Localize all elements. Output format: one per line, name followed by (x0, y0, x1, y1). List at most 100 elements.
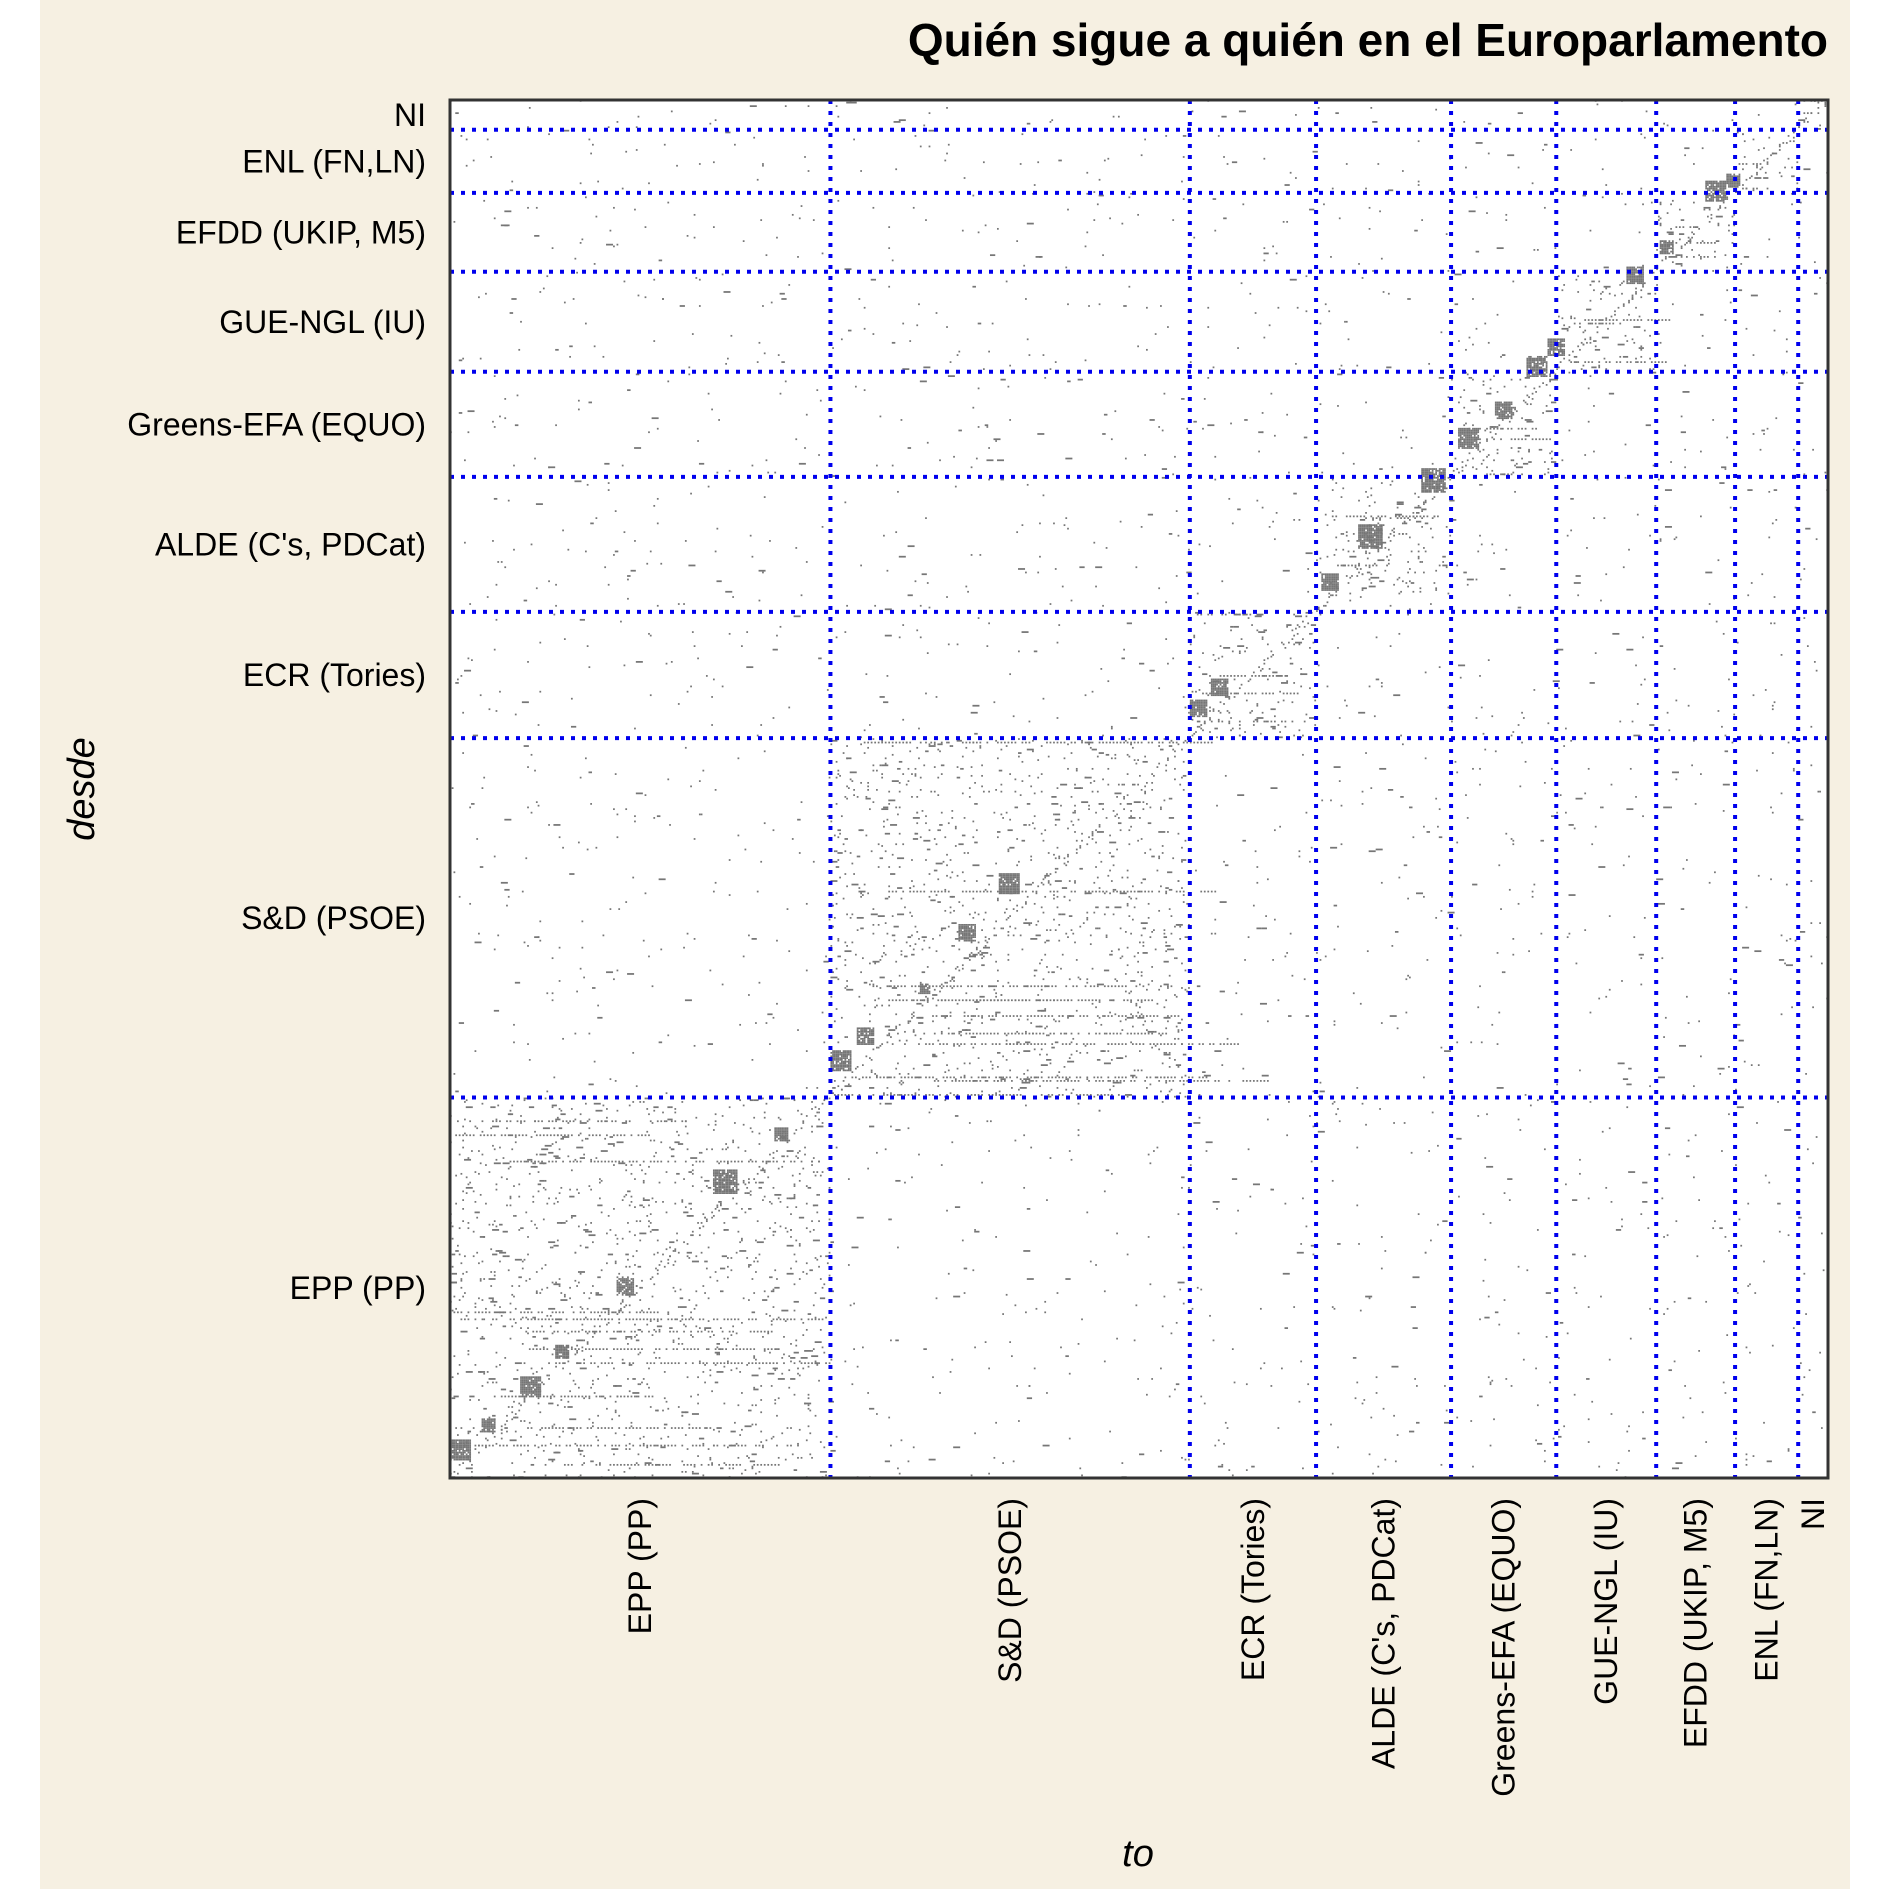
matrix-cell (1053, 890, 1055, 893)
matrix-cell (465, 1134, 468, 1137)
matrix-cell (1259, 1080, 1262, 1082)
matrix-cell (1158, 741, 1161, 744)
matrix-cell (1259, 1002, 1267, 1005)
matrix-cell (1181, 1018, 1183, 1021)
matrix-cell (844, 941, 847, 944)
matrix-cell (1188, 1043, 1190, 1045)
matrix-cell (1202, 652, 1204, 654)
matrix-cell (1112, 1081, 1120, 1084)
matrix-cell (520, 1420, 522, 1422)
matrix-cell (1663, 806, 1671, 809)
matrix-cell (455, 1134, 458, 1137)
matrix-cell (572, 1379, 575, 1382)
matrix-cell (499, 690, 501, 693)
matrix-cell (1750, 1064, 1753, 1066)
matrix-cell (516, 1160, 519, 1163)
matrix-cell (1284, 955, 1287, 958)
matrix-cell (1058, 1015, 1061, 1017)
matrix-cell (1051, 1046, 1055, 1049)
matrix-cell (863, 981, 868, 984)
matrix-cell (1626, 1430, 1629, 1433)
matrix-cell (597, 1414, 600, 1417)
matrix-cell (478, 1371, 486, 1373)
matrix-cell (670, 1148, 675, 1151)
matrix-cell (851, 1094, 854, 1096)
matrix-cell (748, 1264, 752, 1266)
matrix-cell (1035, 923, 1038, 926)
matrix-cell (1074, 890, 1076, 893)
matrix-cell (1193, 636, 1196, 639)
matrix-cell (732, 1139, 735, 1142)
matrix-cell (556, 1330, 559, 1333)
matrix-cell (555, 1444, 557, 1447)
matrix-cell (937, 999, 940, 1002)
matrix-cell (486, 1381, 489, 1384)
matrix-cell (1058, 1071, 1061, 1074)
matrix-cell (476, 1127, 479, 1130)
matrix-cell (919, 999, 922, 1002)
matrix-cell (912, 1446, 915, 1449)
matrix-cell (1105, 936, 1108, 939)
matrix-cell (1119, 892, 1127, 895)
matrix-cell (499, 1251, 507, 1254)
matrix-cell (756, 1260, 759, 1263)
matrix-cell (767, 1372, 775, 1375)
matrix-cell (890, 1094, 892, 1096)
matrix-cell (974, 1001, 980, 1003)
matrix-cell (611, 1444, 614, 1447)
matrix-cell (1182, 774, 1187, 777)
matrix-cell (809, 1230, 812, 1233)
matrix-cell (570, 1330, 573, 1333)
matrix-cell (793, 1393, 796, 1396)
matrix-cell (1074, 811, 1076, 814)
matrix-cell (972, 953, 978, 956)
matrix-cell (1098, 825, 1101, 828)
matrix-cell (867, 789, 870, 791)
matrix-cell (1333, 1020, 1336, 1023)
matrix-cell (719, 1467, 724, 1470)
matrix-cell (762, 1444, 764, 1447)
matrix-cell (570, 1169, 573, 1172)
matrix-cell (1472, 1465, 1474, 1468)
matrix-cell (618, 1162, 626, 1165)
matrix-cell (660, 1160, 663, 1163)
matrix-cell (613, 1453, 615, 1456)
matrix-cell (611, 1160, 614, 1163)
matrix-cell (523, 1470, 526, 1473)
matrix-cell (844, 964, 847, 967)
matrix-cell (1058, 855, 1061, 858)
matrix-cell (826, 689, 829, 691)
matrix-cell (758, 1470, 761, 1473)
matrix-cell (458, 1153, 461, 1156)
matrix-cell (451, 1376, 454, 1379)
matrix-cell (937, 1080, 940, 1082)
matrix-cell (1219, 901, 1227, 903)
matrix-cell (795, 1239, 798, 1242)
matrix-cell (1226, 1043, 1229, 1045)
matrix-cell (1084, 892, 1092, 895)
matrix-cell (686, 1251, 692, 1254)
matrix-cell (711, 1463, 713, 1466)
matrix-cell (1123, 648, 1125, 651)
matrix-cell (1745, 1453, 1748, 1456)
matrix-cell (1070, 1158, 1073, 1161)
matrix-cell (876, 1074, 878, 1077)
matrix-cell (819, 1297, 826, 1300)
matrix-cell (471, 1106, 473, 1109)
matrix-cell (1053, 813, 1055, 816)
matrix-cell (600, 1269, 603, 1272)
matrix-cell (1756, 769, 1758, 772)
matrix-cell (772, 1288, 775, 1291)
matrix-cell (537, 1160, 540, 1163)
matrix-cell (788, 1386, 791, 1389)
matrix-cell (653, 1311, 656, 1314)
matrix-cell (1598, 1465, 1601, 1468)
matrix-cell (818, 1160, 820, 1163)
matrix-cell (963, 1267, 968, 1270)
matrix-cell (1088, 1080, 1090, 1082)
matrix-cell (1077, 1129, 1080, 1131)
matrix-cell (751, 1362, 754, 1365)
matrix-cell (777, 1316, 780, 1319)
matrix-cell (797, 818, 801, 821)
matrix-cell (895, 741, 898, 744)
